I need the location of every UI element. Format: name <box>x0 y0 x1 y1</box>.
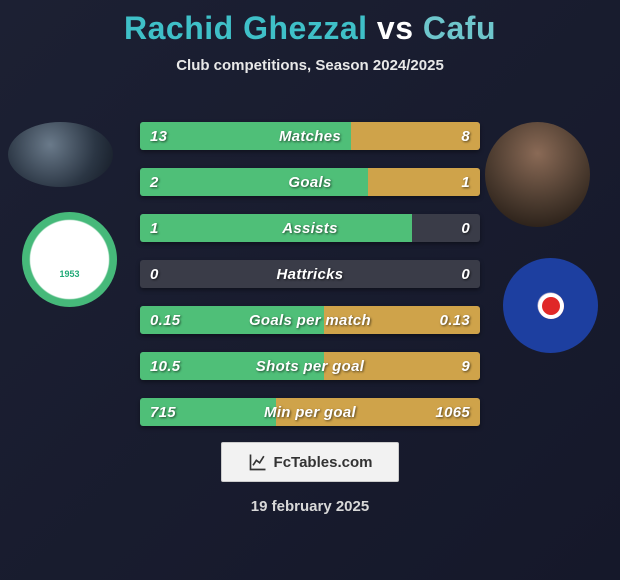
chart-icon <box>248 452 268 472</box>
stat-label: Shots per goal <box>140 352 480 380</box>
title-player2: Cafu <box>423 10 496 46</box>
title-player1: Rachid Ghezzal <box>124 10 368 46</box>
footer-date: 19 february 2025 <box>0 498 620 515</box>
stat-label: Goals per match <box>140 306 480 334</box>
stat-label: Matches <box>140 122 480 150</box>
stat-row: 7151065Min per goal <box>140 398 480 426</box>
stat-label: Min per goal <box>140 398 480 426</box>
page-title: Rachid Ghezzal vs Cafu <box>0 0 620 47</box>
stat-row: 138Matches <box>140 122 480 150</box>
club1-crest <box>22 212 117 307</box>
player2-avatar <box>485 122 590 227</box>
stat-row: 10.59Shots per goal <box>140 352 480 380</box>
stat-row: 21Goals <box>140 168 480 196</box>
stat-label: Goals <box>140 168 480 196</box>
stat-row: 0.150.13Goals per match <box>140 306 480 334</box>
club2-crest <box>503 258 598 353</box>
title-vs: vs <box>377 10 414 46</box>
brand-text: FcTables.com <box>274 454 373 471</box>
stat-label: Hattricks <box>140 260 480 288</box>
stat-row: 10Assists <box>140 214 480 242</box>
subtitle: Club competitions, Season 2024/2025 <box>0 57 620 74</box>
stat-label: Assists <box>140 214 480 242</box>
brand-badge: FcTables.com <box>221 442 399 482</box>
stat-row: 00Hattricks <box>140 260 480 288</box>
stat-bars: 138Matches 21Goals 10Assists 00Hattricks 0.1… <box>140 122 480 444</box>
player1-avatar <box>8 122 113 187</box>
